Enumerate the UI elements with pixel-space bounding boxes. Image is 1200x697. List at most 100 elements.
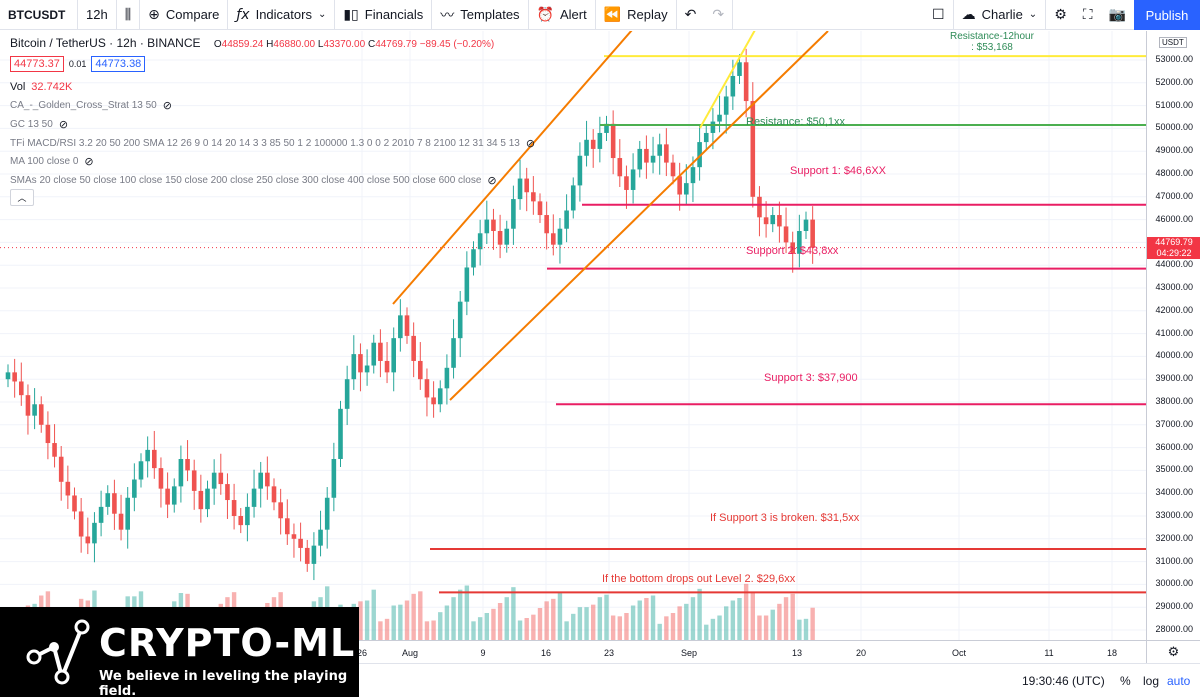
candle-body [318, 529, 323, 546]
cloud-icon: ☁ [961, 6, 976, 23]
candle-body [770, 215, 776, 225]
candle-body [231, 500, 237, 516]
volume-bar [690, 597, 696, 640]
indicator-tfi-macd-rsi[interactable]: TFi MACD/RSI 3.2 20 50 200 SMA 12 26 9 0… [10, 137, 535, 150]
candle-body [684, 183, 689, 195]
candle-body [331, 459, 337, 498]
candle-body [12, 372, 17, 382]
volume-bar [604, 594, 609, 640]
hidden-eye-icon[interactable]: ⊘ [487, 174, 497, 187]
plus-circle-icon: ⊕ [148, 6, 160, 23]
function-icon: ƒx [236, 6, 250, 23]
price-tick-label: 43000.00 [1155, 282, 1193, 292]
interval-button[interactable]: 12h [78, 0, 117, 30]
alert-button[interactable]: ⏰ Alert [529, 0, 596, 30]
undo-button[interactable]: ↶ [677, 0, 705, 30]
candle-body [551, 233, 556, 245]
replay-button[interactable]: ⏪ Replay [596, 0, 677, 30]
time-tick-label: 26 [356, 648, 368, 658]
candle-body [132, 479, 137, 498]
currency-unit-badge[interactable]: USDT [1159, 37, 1187, 48]
bottom-drops-label: If the bottom drops out Level 2. $29,6xx [602, 573, 796, 585]
candle-body [737, 62, 742, 76]
indicator-gc[interactable]: GC 13 50 ⊘ [10, 118, 68, 131]
hidden-eye-icon[interactable]: ⊘ [162, 99, 172, 112]
price-tick-label: 34000.00 [1155, 487, 1193, 498]
candle-body [258, 472, 263, 489]
candle-body [451, 338, 456, 368]
interval-label: 12h [86, 7, 108, 22]
layout-toggle-button[interactable]: ☐ [924, 0, 954, 30]
candle-body [650, 155, 656, 163]
settings-button[interactable]: ⚙ [1046, 0, 1075, 30]
compare-label: Compare [165, 7, 220, 22]
hidden-eye-icon[interactable]: ⊘ [84, 155, 94, 168]
price-tick-label: 37000.00 [1155, 418, 1193, 429]
price-scale[interactable]: USDT 28000.00 29000.00 30000.00 31000.00 320… [1146, 31, 1200, 640]
symbol-title: Bitcoin / TetherUS · 12h · BINANCE [10, 36, 201, 50]
fullscreen-button[interactable]: ⛶ [1075, 0, 1101, 30]
volume-bar [730, 600, 736, 640]
chart-pane[interactable] [0, 31, 1146, 640]
compare-button[interactable]: ⊕ Compare [140, 0, 229, 30]
candle-body [511, 199, 516, 229]
current-price-tag: 44769.79 04:29:22 [1147, 236, 1200, 259]
financials-button[interactable]: ▮▯ Financials [335, 0, 433, 30]
volume-bar [637, 600, 642, 640]
candle-body [531, 192, 536, 202]
candle-body [238, 516, 244, 526]
candle-body [457, 301, 463, 339]
indicator-ma-100[interactable]: MA 100 close 0 ⊘ [10, 155, 94, 168]
brand-tagline: We believe in leveling the playing field… [99, 669, 348, 697]
price-tick-label: 33000.00 [1155, 510, 1193, 520]
candle-body [125, 497, 130, 530]
utc-clock[interactable]: 19:30:46 (UTC) [1022, 674, 1105, 688]
volume-value: 32.742K [31, 81, 73, 93]
percent-scale-button[interactable]: % [1120, 674, 1131, 688]
candle-body [644, 148, 649, 163]
candle-body [670, 162, 676, 177]
indicator-smas[interactable]: SMAs 20 close 50 close 100 close 150 clo… [10, 174, 497, 187]
candle-body [517, 178, 523, 200]
symbol-search-button[interactable]: BTCUSDT [0, 0, 78, 30]
snapshot-button[interactable]: 📷 [1101, 0, 1134, 30]
price-tick-label: 49000.00 [1155, 145, 1193, 156]
sell-price-button[interactable]: 44773.37 [10, 56, 64, 72]
price-tick-label: 28000.00 [1155, 624, 1193, 634]
auto-scale-button[interactable]: auto [1167, 674, 1191, 688]
price-tick-label: 38000.00 [1155, 396, 1193, 406]
volume-bar [810, 607, 815, 640]
templates-button[interactable]: 〰 Templates [432, 0, 529, 30]
volume-bar [464, 585, 470, 640]
volume-bar [617, 616, 622, 640]
candle-body [271, 486, 277, 503]
price-tick-label: 44000.00 [1155, 259, 1193, 270]
layout-name-button[interactable]: ☁ Charlie ⌄ [954, 0, 1047, 30]
volume-legend[interactable]: Vol 32.742K [10, 81, 72, 93]
hidden-eye-icon[interactable]: ⊘ [525, 137, 536, 150]
candles-icon: ⫼ [124, 6, 132, 23]
time-axis[interactable]: 26 Aug 9 16 23 Sep 13 20 Oct 11 18 [0, 640, 1146, 663]
price-tick-label: 40000.00 [1155, 350, 1193, 361]
candle-body [5, 372, 11, 380]
candle-body [577, 155, 583, 186]
publish-button[interactable]: Publish [1134, 0, 1200, 30]
price-chart[interactable] [0, 31, 1146, 640]
volume-bar [803, 618, 809, 640]
volume-bar [670, 613, 676, 640]
volume-bar [404, 600, 410, 640]
indicators-button[interactable]: ƒx Indicators ⌄ [228, 0, 336, 30]
axis-settings-button[interactable]: ⚙ [1146, 640, 1200, 663]
log-scale-button[interactable]: log [1143, 674, 1160, 688]
candle-body [112, 493, 117, 514]
candle-body [205, 488, 210, 510]
collapse-legend-button[interactable]: ︿ [10, 189, 34, 206]
candle-body [437, 388, 443, 405]
candle-body [298, 538, 303, 548]
volume-bar [371, 589, 376, 640]
hidden-eye-icon[interactable]: ⊘ [58, 118, 69, 131]
buy-price-button[interactable]: 44773.38 [91, 56, 146, 72]
chart-type-button[interactable]: ⫼ [117, 0, 141, 30]
redo-button[interactable]: ↷ [704, 0, 734, 30]
indicator-golden-cross-strat[interactable]: CA_-_Golden_Cross_Strat 13 50 ⊘ [10, 99, 172, 112]
